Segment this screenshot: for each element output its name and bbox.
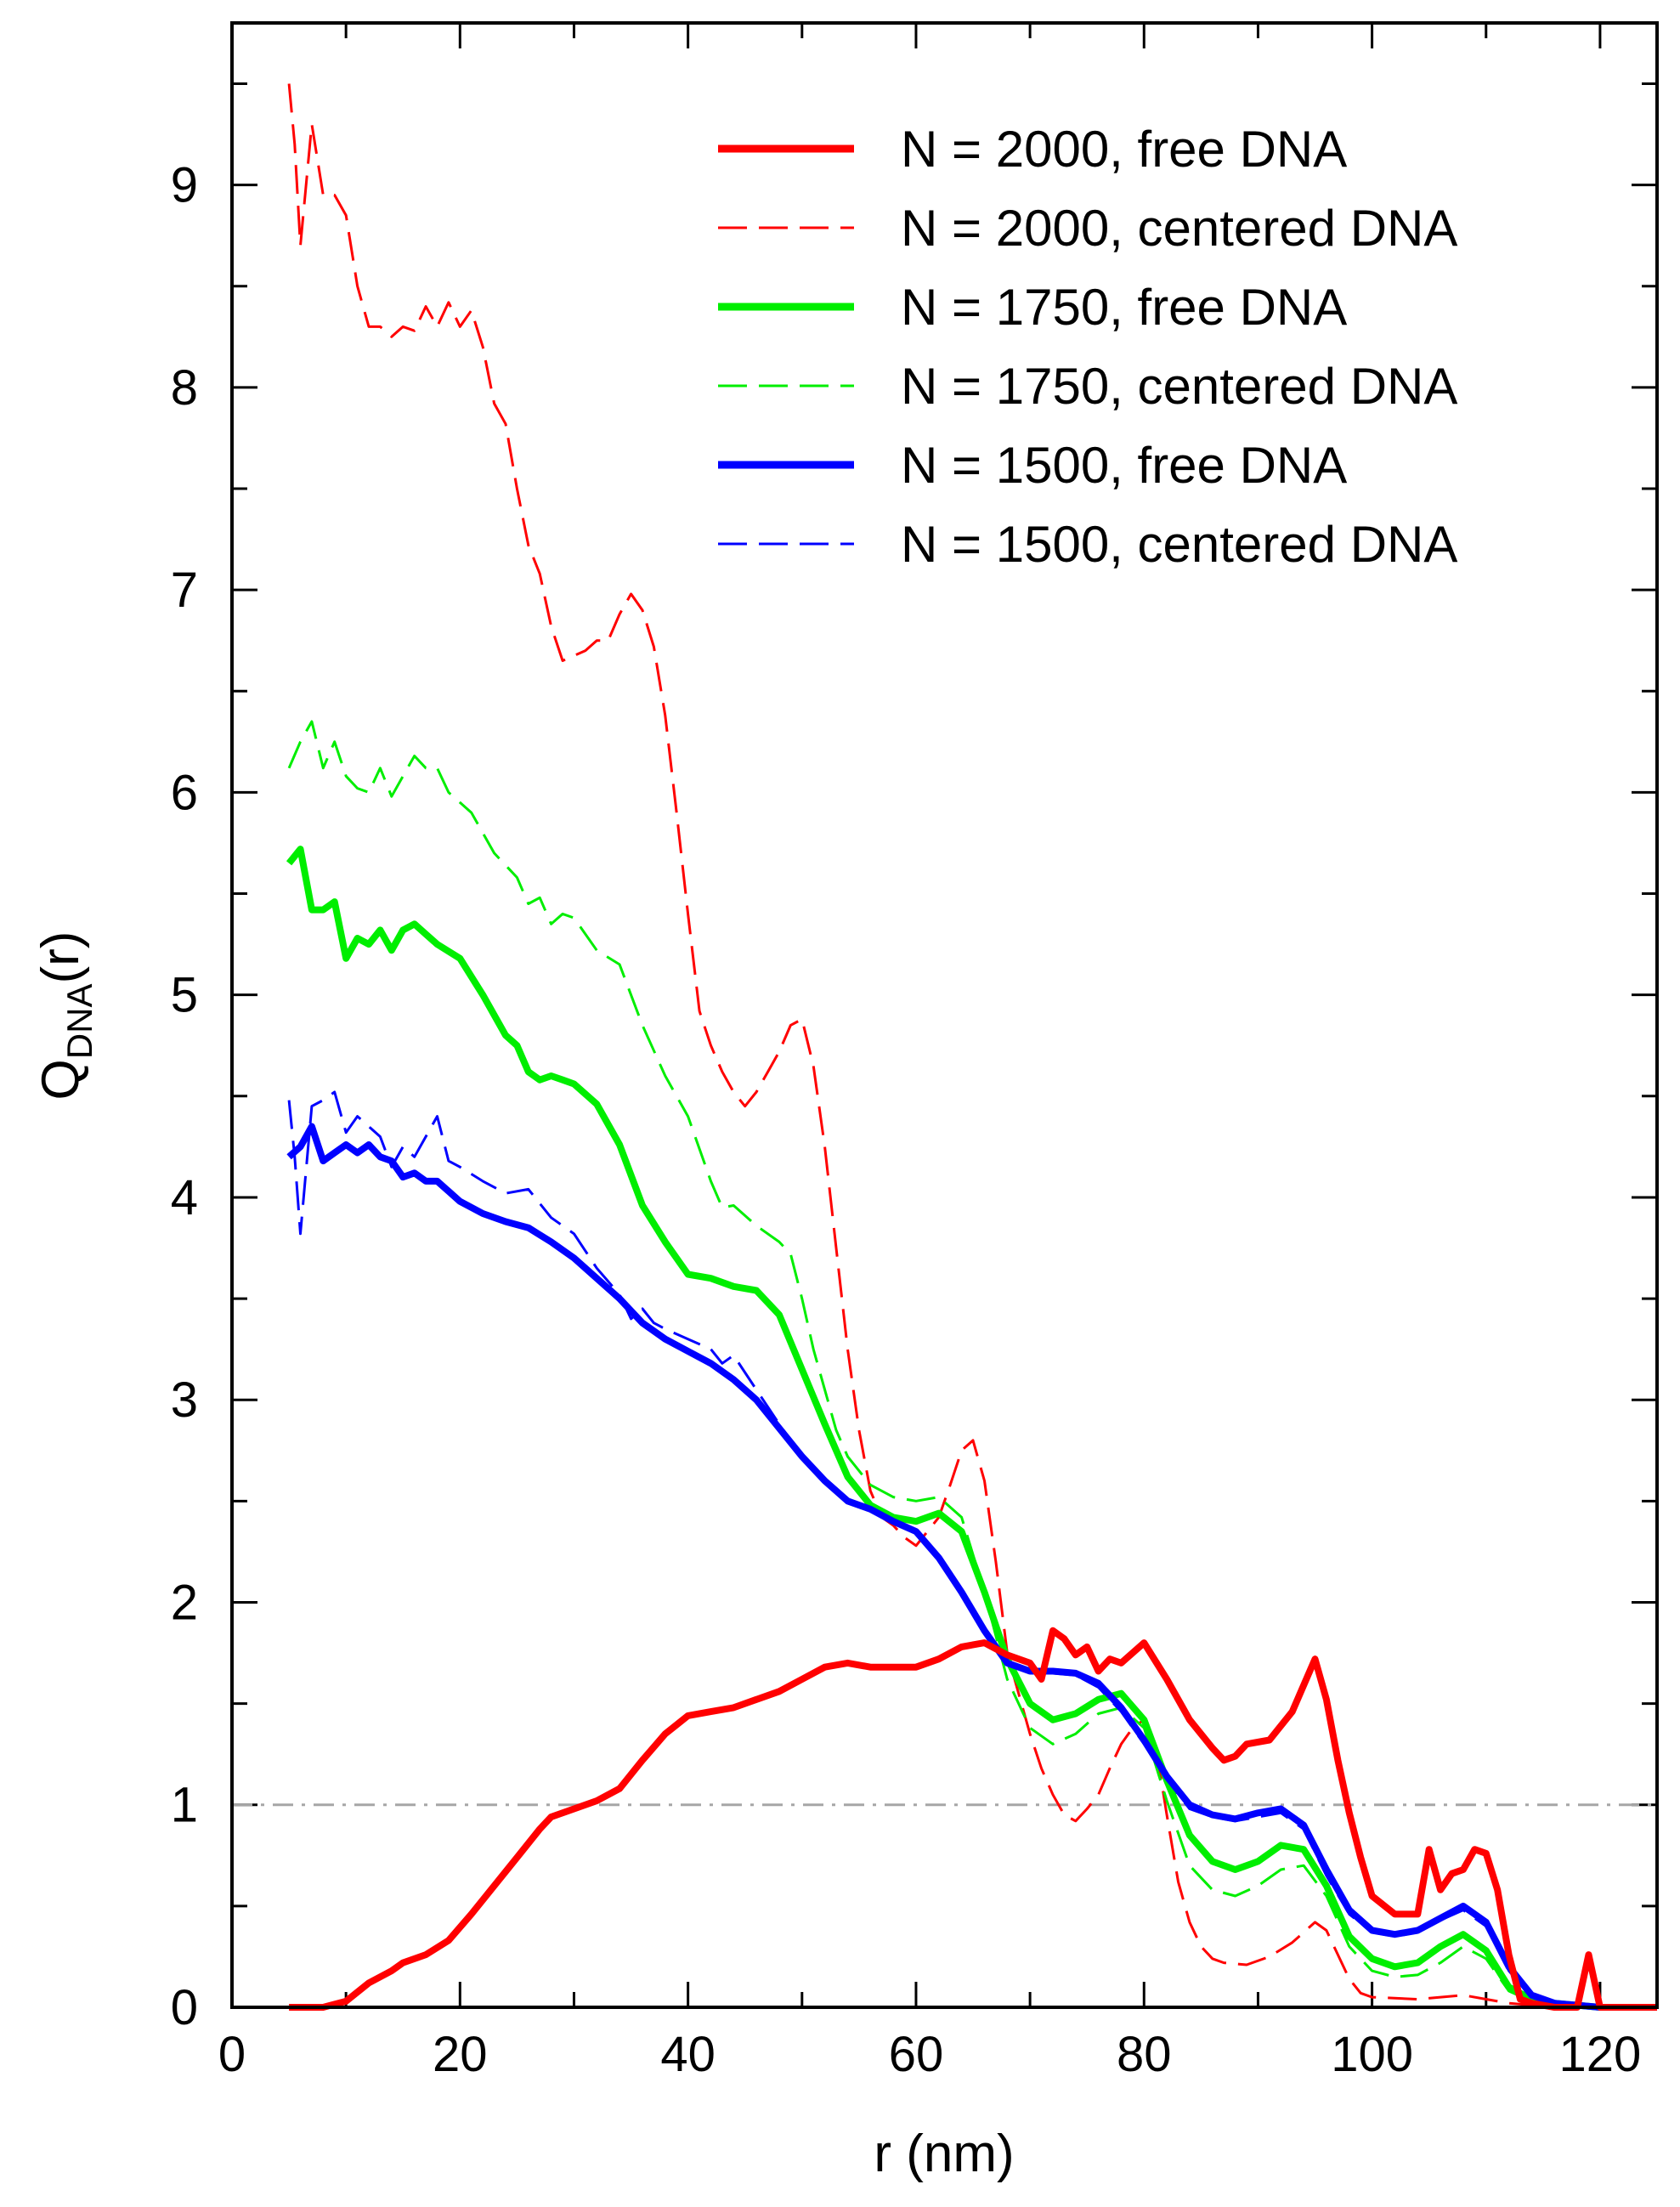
x-tick-label: 0 — [218, 2027, 246, 2082]
legend-label: N = 2000, centered DNA — [901, 200, 1457, 257]
y-tick-label: 1 — [171, 1778, 198, 1833]
y-tick-label: 0 — [171, 1980, 198, 2035]
y-tick-label: 9 — [171, 158, 198, 213]
y-tick-label: 6 — [171, 765, 198, 820]
legend-label: N = 1500, centered DNA — [901, 516, 1457, 573]
y-axis-label-tail: (r) — [31, 931, 90, 984]
legend-label: N = 1750, centered DNA — [901, 358, 1457, 415]
y-tick-label: 2 — [171, 1575, 198, 1630]
legend-label: N = 1500, free DNA — [901, 437, 1347, 494]
legend-label: N = 1750, free DNA — [901, 279, 1347, 336]
series-layer — [286, 83, 1657, 2011]
y-tick-label: 3 — [171, 1372, 198, 1428]
y-axis-label-sub: DNA — [59, 984, 99, 1060]
y-tick-label: 5 — [171, 968, 198, 1023]
series-line-0 — [289, 1627, 1657, 2011]
series-line-2 — [286, 846, 1657, 2011]
x-tick-label: 20 — [433, 2027, 488, 2082]
y-axis-label: QDNA(r) — [31, 931, 99, 1101]
x-axis-label: r (nm) — [874, 2125, 1014, 2183]
x-tick-labels: 0 20 40 60 80 100 120 — [218, 2027, 1641, 2082]
legend: N = 2000, free DNA N = 2000, centered DNA… — [718, 121, 1457, 573]
legend-label: N = 2000, free DNA — [901, 121, 1347, 178]
series-line-3 — [287, 720, 1657, 2009]
x-tick-label: 60 — [889, 2027, 944, 2082]
axis-ticks — [230, 23, 1657, 2009]
x-tick-label: 100 — [1331, 2027, 1413, 2082]
x-tick-label: 80 — [1117, 2027, 1172, 2082]
svg-text:QDNA(r): QDNA(r) — [31, 931, 99, 1101]
series-line-4 — [286, 1123, 1657, 2011]
y-tick-label: 8 — [171, 360, 198, 416]
series-line-1 — [287, 83, 1657, 2009]
y-tick-label: 7 — [171, 563, 198, 618]
y-axis-label-main: Q — [31, 1059, 90, 1100]
plot-frame — [230, 21, 1659, 2009]
x-tick-label: 40 — [660, 2027, 716, 2082]
y-tick-labels: 0 1 2 3 4 5 6 7 8 9 — [171, 158, 198, 2035]
y-tick-label: 4 — [171, 1170, 198, 1225]
x-tick-label: 120 — [1559, 2027, 1642, 2082]
